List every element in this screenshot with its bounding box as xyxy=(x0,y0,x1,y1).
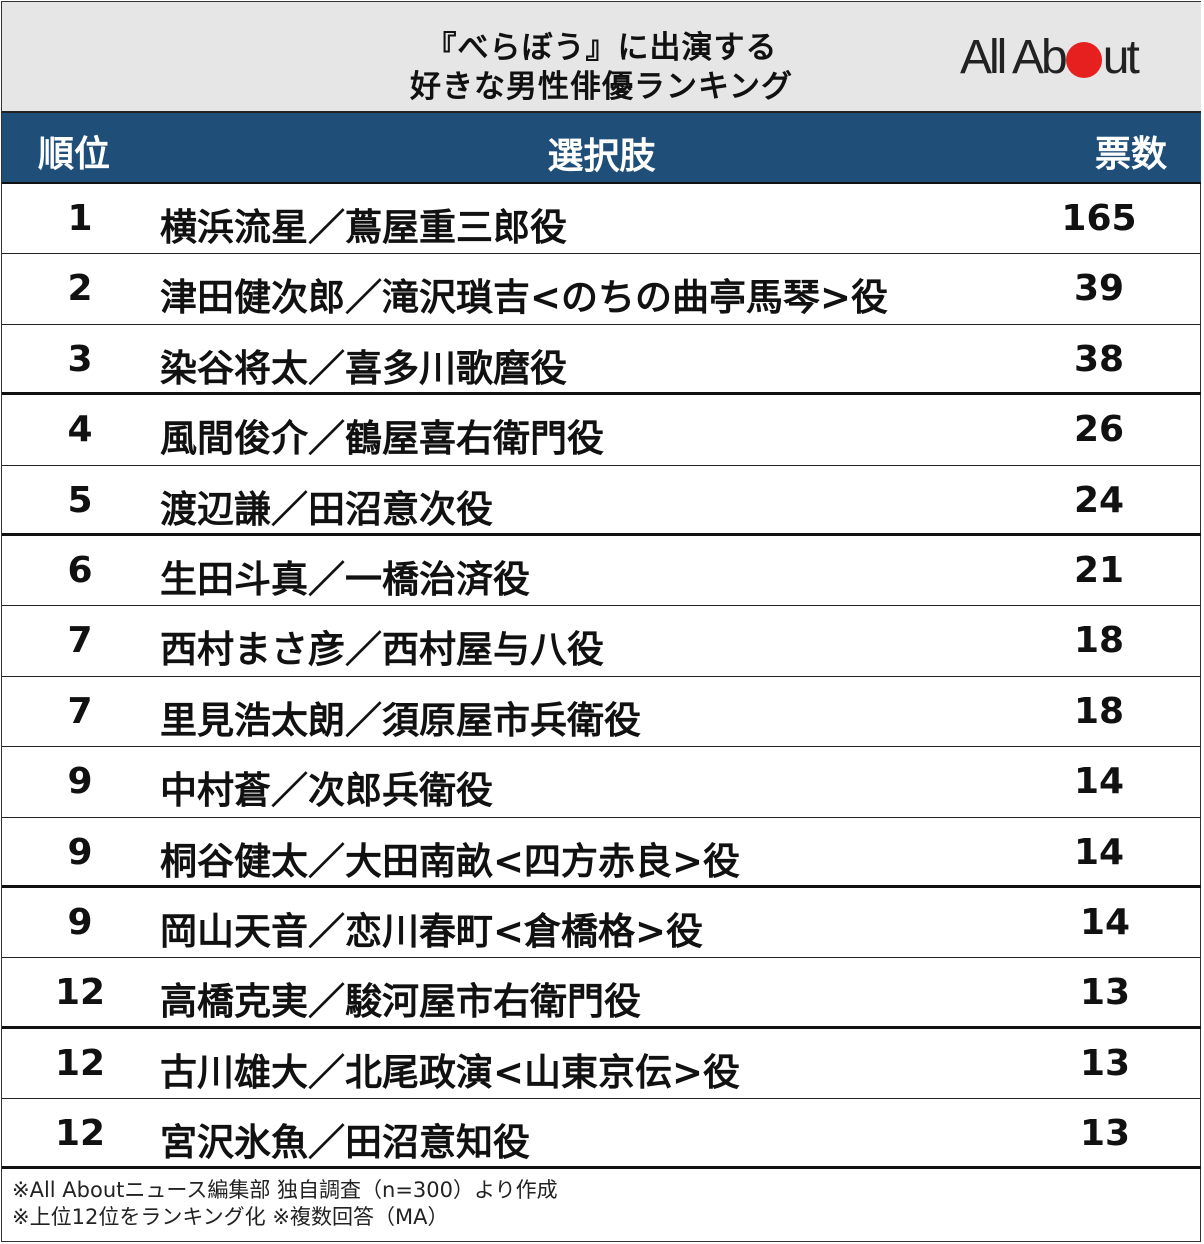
table-row: 9 岡山天音／恋川春町<倉橋格>役 14 xyxy=(2,888,1201,959)
title-area: 『べらぼう』に出演する 好きな男性俳優ランキング All Ab ut xyxy=(2,2,1201,113)
votes-cell: 13 xyxy=(1079,972,1131,1014)
choice-cell: 生田斗真／一橋治済役 xyxy=(160,557,530,601)
header-choice: 選択肢 xyxy=(547,136,656,177)
choice-cell: 渡辺謙／田沼意次役 xyxy=(160,487,493,531)
choice-cell: 岡山天音／恋川春町<倉橋格>役 xyxy=(160,909,704,953)
footer-notes: ※All Aboutニュース編集部 独自調査（n=300）より作成 ※上位12位… xyxy=(12,1177,558,1231)
votes-cell: 26 xyxy=(1073,409,1125,451)
page-title-line1: 『べらぼう』に出演する xyxy=(425,30,778,66)
rank-cell: 7 xyxy=(67,690,93,732)
rank-cell: 6 xyxy=(67,549,93,591)
votes-cell: 13 xyxy=(1079,1113,1131,1155)
votes-cell: 18 xyxy=(1073,620,1125,662)
rank-cell: 9 xyxy=(67,901,93,943)
table-row: 12 高橋克実／駿河屋市右衛門役 13 xyxy=(2,958,1201,1029)
page-title-line2: 好きな男性俳優ランキング xyxy=(409,69,794,105)
votes-cell: 13 xyxy=(1079,1042,1131,1084)
table-row: 3 染谷将太／喜多川歌麿役 38 xyxy=(2,325,1201,396)
votes-cell: 38 xyxy=(1073,338,1125,380)
rank-cell: 9 xyxy=(67,761,93,803)
table-row: 2 津田健次郎／滝沢瑣吉<のちの曲亭馬琴>役 39 xyxy=(2,254,1201,325)
rank-cell: 12 xyxy=(54,1042,106,1084)
votes-cell: 14 xyxy=(1073,831,1125,873)
header-votes: 票数 xyxy=(1094,134,1167,175)
rank-cell: 1 xyxy=(67,198,93,239)
table-row: 7 西村まさ彦／西村屋与八役 18 xyxy=(2,606,1201,677)
choice-cell: 桐谷健太／大田南畝<四方赤良>役 xyxy=(160,839,741,883)
allabout-logo: All Ab ut xyxy=(960,30,1140,84)
logo-red-dot-icon xyxy=(1065,42,1102,78)
votes-cell: 39 xyxy=(1073,268,1125,310)
footer-note-method: ※上位12位をランキング化 ※複数回答（MA） xyxy=(12,1205,449,1229)
table-row: 12 古川雄大／北尾政演<山東京伝>役 13 xyxy=(2,1029,1201,1100)
choice-cell: 津田健次郎／滝沢瑣吉<のちの曲亭馬琴>役 xyxy=(160,276,889,320)
rank-cell: 12 xyxy=(54,1113,106,1155)
table-row: 9 中村蒼／次郎兵衛役 14 xyxy=(2,747,1201,818)
choice-cell: 風間俊介／鶴屋喜右衛門役 xyxy=(160,417,604,461)
rank-cell: 5 xyxy=(67,479,93,521)
choice-cell: 横浜流星／蔦屋重三郎役 xyxy=(160,206,567,249)
choice-cell: 西村まさ彦／西村屋与八役 xyxy=(160,628,604,672)
votes-cell: 14 xyxy=(1073,761,1125,803)
votes-cell: 24 xyxy=(1073,479,1125,521)
choice-cell: 中村蒼／次郎兵衛役 xyxy=(160,769,493,813)
rank-cell: 3 xyxy=(67,338,93,380)
rank-cell: 12 xyxy=(54,972,106,1014)
votes-cell: 14 xyxy=(1079,901,1131,943)
ranking-table-body: 1 横浜流星／蔦屋重三郎役 165 2 津田健次郎／滝沢瑣吉<のちの曲亭馬琴>役… xyxy=(2,184,1201,1170)
table-row: 7 里見浩太朗／須原屋市兵衛役 18 xyxy=(2,677,1201,748)
footer-note-source: ※All Aboutニュース編集部 独自調査（n=300）より作成 xyxy=(12,1178,558,1202)
rank-cell: 7 xyxy=(67,620,93,662)
choice-cell: 古川雄大／北尾政演<山東京伝>役 xyxy=(160,1050,741,1094)
table-row: 9 桐谷健太／大田南畝<四方赤良>役 14 xyxy=(2,818,1201,888)
table-row: 5 渡辺謙／田沼意次役 24 xyxy=(2,466,1201,536)
choice-cell: 里見浩太朗／須原屋市兵衛役 xyxy=(160,698,641,742)
table-row: 1 横浜流星／蔦屋重三郎役 165 xyxy=(2,184,1201,255)
table-row: 6 生田斗真／一橋治済役 21 xyxy=(2,536,1201,607)
header-rank: 順位 xyxy=(38,134,111,175)
choice-cell: 高橋克実／駿河屋市右衛門役 xyxy=(160,980,641,1024)
table-row: 12 宮沢氷魚／田沼意知役 13 xyxy=(2,1099,1201,1170)
votes-cell: 21 xyxy=(1073,549,1125,591)
choice-cell: 宮沢氷魚／田沼意知役 xyxy=(160,1121,530,1165)
table-header: 順位 選択肢 票数 xyxy=(2,113,1201,184)
rank-cell: 2 xyxy=(67,268,93,310)
logo-text-start: All Ab xyxy=(960,30,1068,84)
rank-cell: 4 xyxy=(67,409,93,451)
rank-cell: 9 xyxy=(67,831,93,873)
votes-cell: 165 xyxy=(1061,198,1137,239)
logo-text-end: ut xyxy=(1102,30,1140,84)
table-row: 4 風間俊介／鶴屋喜右衛門役 26 xyxy=(2,395,1201,466)
choice-cell: 染谷将太／喜多川歌麿役 xyxy=(160,346,567,390)
votes-cell: 18 xyxy=(1073,690,1125,732)
